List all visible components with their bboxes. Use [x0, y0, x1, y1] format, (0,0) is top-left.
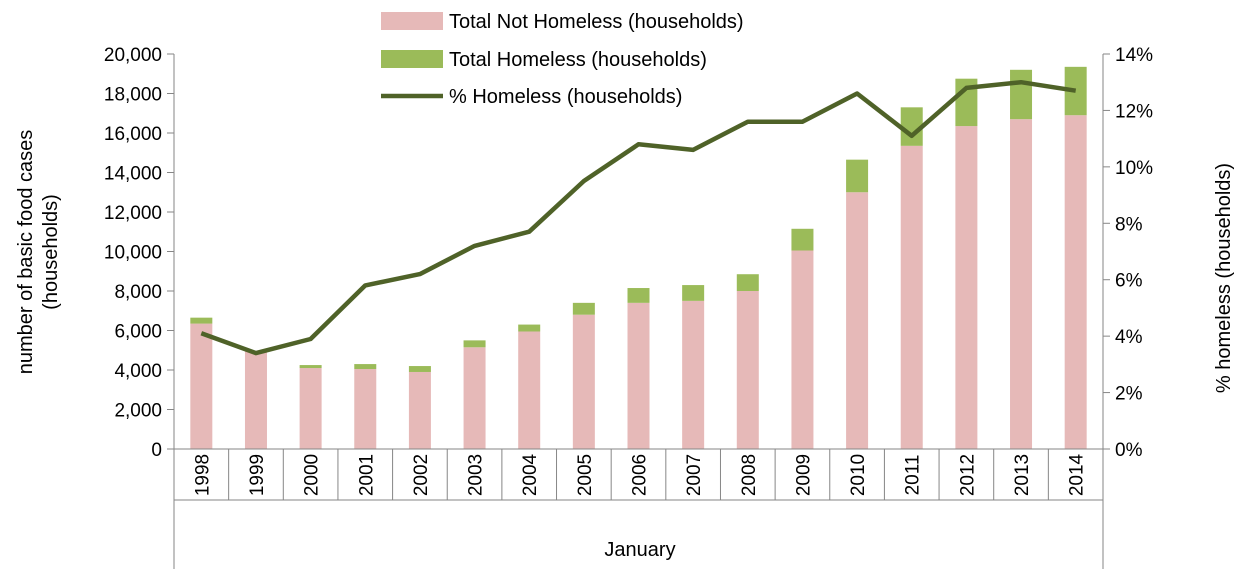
x-tick-label: 2009: [793, 454, 814, 496]
x-tick-label: 2006: [630, 454, 651, 496]
x-tick-label: 2012: [957, 454, 978, 496]
y2-tick-label: 10%: [1115, 158, 1153, 179]
bar-not-homeless: [244, 351, 267, 449]
bar-not-homeless: [955, 126, 978, 450]
bar-homeless: [1064, 66, 1087, 116]
y2-tick-label: 2%: [1115, 384, 1143, 405]
x-tick-label: 2011: [903, 455, 924, 496]
legend-item: Total Homeless (households): [381, 49, 707, 71]
y-tick-label: 20,000: [104, 45, 162, 66]
y-tick-label: 14,000: [104, 164, 162, 185]
bar-homeless: [408, 366, 431, 372]
y-tick-label: 10,000: [104, 243, 162, 264]
x-tick-label: 1998: [192, 454, 213, 496]
y2-tick-label: 6%: [1115, 271, 1143, 292]
x-axis-title: January: [604, 539, 675, 561]
y-tick-label: 12,000: [104, 203, 162, 224]
bar-homeless: [900, 107, 923, 146]
legend-swatch: [381, 12, 443, 30]
x-axis-ticks: 1998 1999 2000 2001 2002 2003 2004 2005 2006 2007…: [192, 453, 1087, 496]
x-tick-label: 2003: [466, 454, 487, 496]
y2-tick-label: 0%: [1115, 440, 1143, 461]
legend-swatch: [381, 50, 443, 68]
bar-not-homeless: [408, 371, 431, 449]
bar-homeless: [627, 288, 650, 303]
x-tick-label: 2005: [575, 454, 596, 496]
bar-homeless: [518, 324, 541, 332]
y-tick-label: 6,000: [114, 322, 162, 343]
y2-axis-title: % homeless (households): [1213, 163, 1235, 393]
legend-label: % Homeless (households): [449, 86, 682, 108]
x-tick-label: 2000: [302, 454, 323, 496]
bar-not-homeless: [1010, 119, 1033, 450]
legend-item: % Homeless (households): [381, 86, 682, 108]
y2-axis-ticks: 0% 2% 4% 6% 8% 10% 12% 14%: [1103, 45, 1153, 461]
y-tick-label: 0: [151, 440, 162, 461]
bars: [190, 66, 1087, 450]
bar-homeless: [463, 340, 486, 348]
bar-homeless: [354, 364, 377, 370]
x-tick-label: 2014: [1067, 453, 1088, 496]
y2-tick-label: 8%: [1115, 214, 1143, 235]
axes: [173, 54, 1104, 569]
bar-homeless: [1010, 69, 1033, 120]
bar-not-homeless: [518, 331, 541, 449]
bar-homeless: [190, 317, 213, 324]
x-tick-label: 2010: [848, 454, 869, 496]
legend-item: Total Not Homeless (households): [381, 11, 744, 33]
bar-homeless: [846, 159, 869, 193]
y-axis-ticks: 0 2,000 4,000 6,000 8,000 10,000 12,000 14,000 1…: [104, 45, 174, 461]
line-layer: [200, 79, 1077, 356]
bar-not-homeless: [791, 250, 814, 449]
y-axis-title-line2: (households): [40, 194, 62, 310]
y2-tick-label: 4%: [1115, 327, 1143, 348]
y-tick-label: 18,000: [104, 85, 162, 106]
bar-homeless: [299, 365, 322, 369]
x-tick-label: 2004: [520, 453, 541, 496]
bar-homeless: [736, 274, 759, 291]
bar-not-homeless: [736, 291, 759, 449]
bar-homeless: [572, 302, 595, 315]
x-tick-label: 1999: [247, 454, 268, 496]
bar-not-homeless: [354, 369, 377, 449]
y-tick-label: 2,000: [114, 401, 162, 422]
x-tick-label: 2013: [1012, 454, 1033, 496]
line-pct-homeless: [200, 79, 1077, 356]
y2-tick-label: 12%: [1115, 101, 1153, 122]
bar-not-homeless: [900, 145, 923, 449]
y-tick-label: 4,000: [114, 361, 162, 382]
bar-not-homeless: [299, 368, 322, 449]
bar-homeless: [682, 285, 705, 301]
bar-not-homeless: [463, 347, 486, 449]
y2-tick-label: 14%: [1115, 45, 1153, 66]
legend-label: Total Not Homeless (households): [449, 11, 744, 33]
x-tick-label: 2002: [411, 454, 432, 496]
x-tick-label: 2008: [739, 454, 760, 496]
bar-not-homeless: [627, 302, 650, 449]
bar-not-homeless: [1064, 115, 1087, 449]
bar-homeless: [791, 228, 814, 251]
bar-not-homeless: [190, 323, 213, 449]
x-tick-label: 2007: [684, 454, 705, 496]
bar-not-homeless: [846, 192, 869, 449]
bar-not-homeless: [682, 300, 705, 449]
y-tick-label: 16,000: [104, 124, 162, 145]
legend: Total Not Homeless (households) Total Hom…: [381, 11, 744, 108]
y-axis-title-line1: number of basic food cases: [15, 130, 37, 375]
bar-not-homeless: [572, 314, 595, 449]
legend-label: Total Homeless (households): [449, 49, 707, 71]
y-tick-label: 8,000: [114, 282, 162, 303]
x-tick-label: 2001: [356, 454, 377, 496]
